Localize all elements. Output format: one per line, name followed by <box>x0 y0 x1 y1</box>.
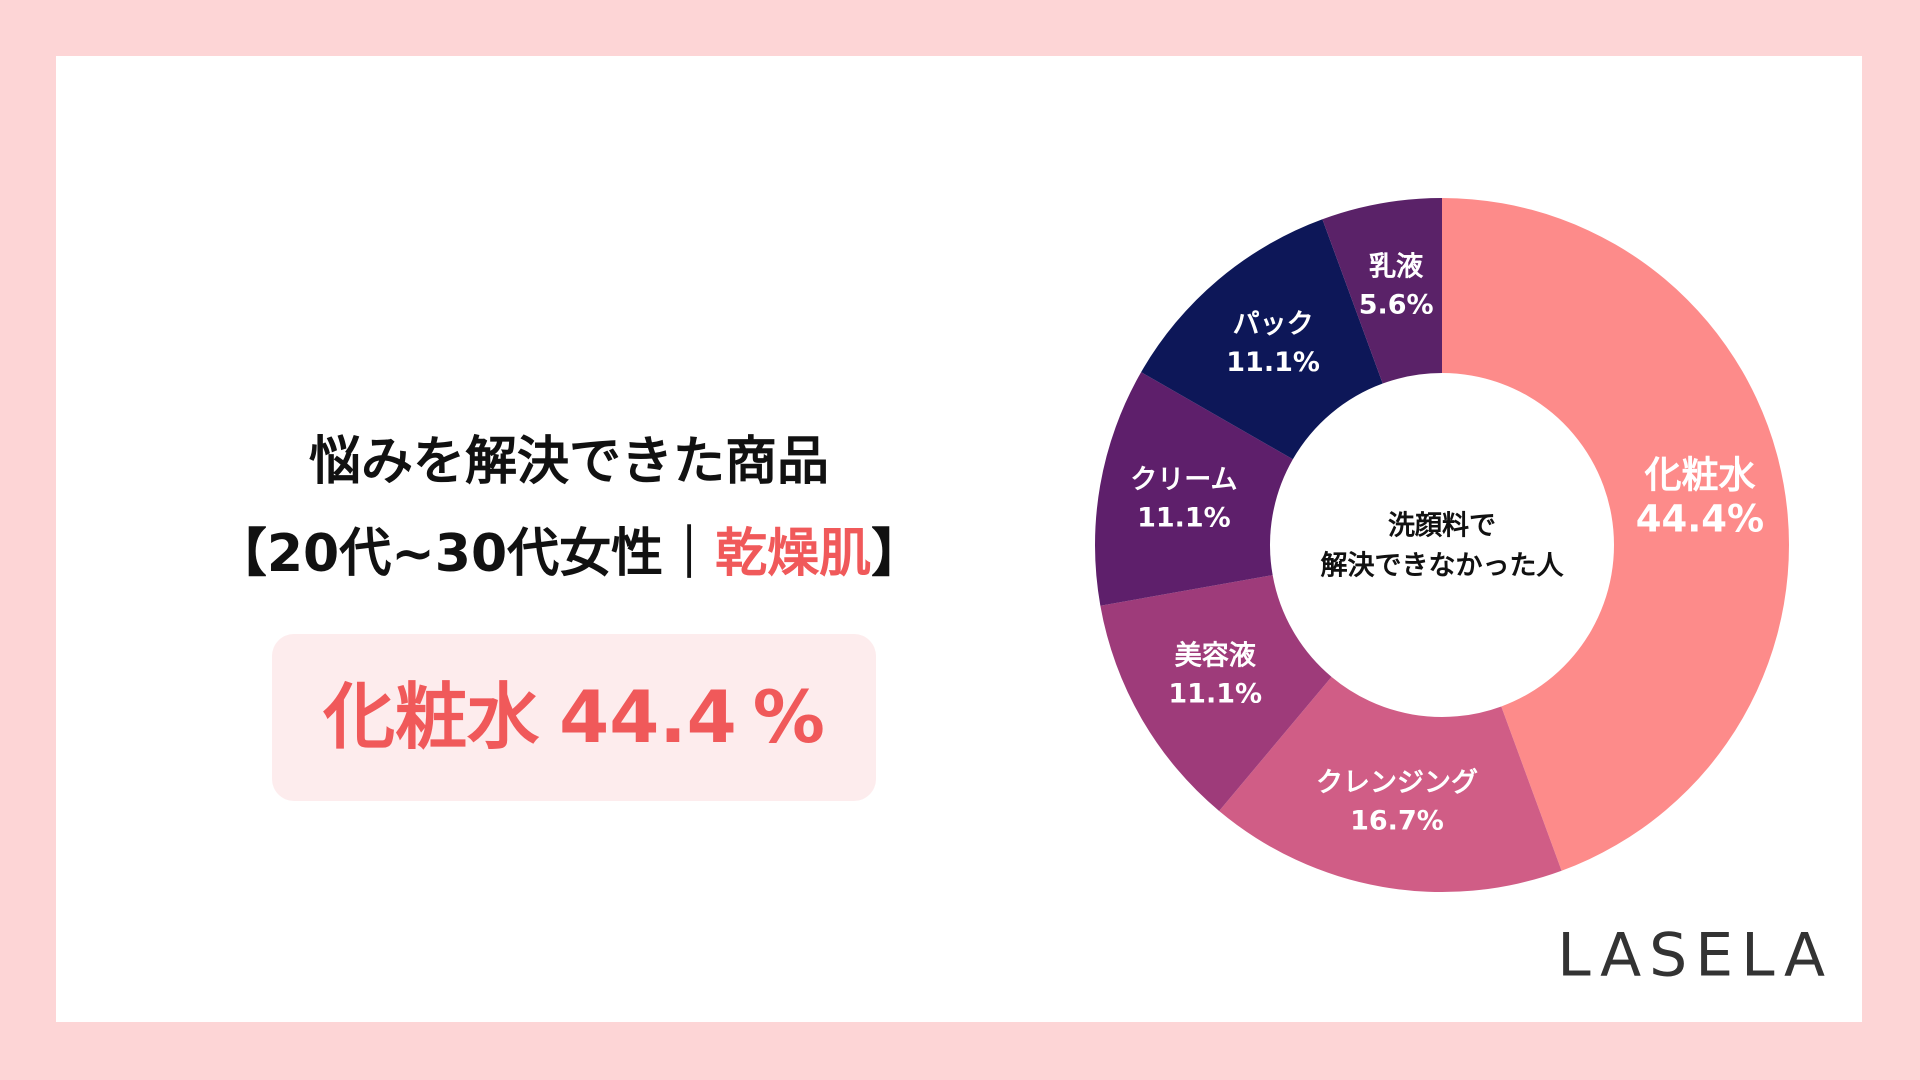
segment-value: 5.6% <box>1359 290 1434 321</box>
highlight-value: 44.4 <box>559 675 737 759</box>
segment-label: クレンジング <box>1316 767 1478 799</box>
segment-value: 11.1% <box>1168 679 1262 710</box>
segment-label: パック <box>1233 309 1314 340</box>
segment-label: 化粧水 <box>1643 454 1756 497</box>
title-line-2: 【20代~30代女性｜乾燥肌】 <box>215 524 923 584</box>
title-prefix: 【20代~30代女性｜ <box>215 524 715 584</box>
highlight-box <box>272 634 876 801</box>
segment-value: 11.1% <box>1226 347 1320 378</box>
title-highlight: 乾燥肌 <box>715 524 871 584</box>
donut-segment <box>1095 372 1293 606</box>
brand-logo: LASELA <box>1557 921 1833 991</box>
donut-segment <box>1100 575 1332 811</box>
segment-value: 11.1% <box>1137 502 1231 533</box>
donut-segment <box>1141 219 1383 460</box>
highlight-unit: % <box>753 675 825 759</box>
segment-value: 16.7% <box>1350 806 1444 837</box>
donut-segment <box>1442 198 1789 871</box>
highlight-text: 化粧水 44.4% <box>322 675 825 759</box>
segment-label: 美容液 <box>1175 640 1257 672</box>
donut-segment <box>1219 676 1562 892</box>
highlight-label: 化粧水 <box>322 675 540 759</box>
title-suffix: 】 <box>871 524 923 584</box>
donut-segment <box>1322 198 1442 384</box>
segment-label: クリーム <box>1130 464 1237 495</box>
center-label: 洗顔料で <box>1388 511 1496 542</box>
segment-value: 44.4% <box>1636 498 1764 541</box>
center-label: 解決できなかった人 <box>1320 551 1565 582</box>
title-line-1: 悩みを解決できた商品 <box>309 432 829 492</box>
segment-label: 乳液 <box>1369 252 1424 283</box>
